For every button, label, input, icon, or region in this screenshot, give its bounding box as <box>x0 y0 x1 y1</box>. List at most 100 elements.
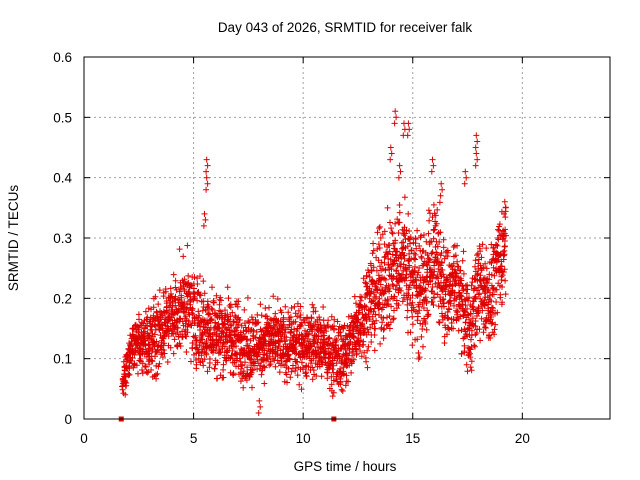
data-point <box>232 312 238 319</box>
data-point <box>380 315 387 322</box>
data-point <box>341 322 348 329</box>
data-point <box>468 367 475 374</box>
data-point <box>502 243 508 250</box>
data-point <box>204 162 211 169</box>
data-point <box>256 397 263 404</box>
data-point <box>178 294 185 301</box>
data-point <box>122 391 129 398</box>
data-point <box>481 290 488 297</box>
data-point <box>416 243 423 249</box>
data-point <box>389 230 396 237</box>
data-point <box>396 162 403 169</box>
data-point <box>160 347 167 353</box>
data-point <box>356 309 363 316</box>
data-point <box>266 304 272 311</box>
data-point <box>474 252 480 259</box>
data-point <box>267 316 274 323</box>
data-point <box>403 227 410 234</box>
data-point <box>458 327 465 334</box>
data-point <box>379 319 386 326</box>
data-point <box>336 329 343 336</box>
data-point <box>331 316 338 323</box>
data-point <box>323 328 330 335</box>
y-axis-label: SRMTID / TECUs <box>6 185 21 292</box>
data-point <box>249 367 256 374</box>
data-point <box>428 168 435 175</box>
data-point <box>501 198 508 205</box>
data-point <box>438 259 445 266</box>
data-point <box>389 251 396 258</box>
data-point <box>437 192 444 199</box>
data-point <box>434 256 441 262</box>
data-point <box>153 338 160 345</box>
data-point <box>436 239 443 245</box>
data-point <box>459 257 466 264</box>
data-point <box>466 294 472 301</box>
data-point <box>288 368 295 375</box>
data-point <box>389 229 395 236</box>
data-point <box>415 269 422 276</box>
data-point <box>458 277 465 284</box>
data-point <box>220 361 227 368</box>
data-point <box>422 294 429 301</box>
data-points <box>118 108 509 422</box>
data-point <box>255 319 262 326</box>
data-point <box>381 259 388 266</box>
data-point <box>388 303 395 310</box>
data-point <box>218 297 224 304</box>
data-point <box>454 258 461 265</box>
data-point <box>468 336 474 343</box>
data-point <box>161 350 168 357</box>
data-point <box>267 361 274 368</box>
data-point <box>390 315 397 322</box>
data-point <box>142 363 148 370</box>
data-point <box>434 243 441 250</box>
data-point <box>493 286 500 293</box>
data-point <box>398 239 405 246</box>
data-point <box>376 295 383 302</box>
data-point <box>395 255 402 262</box>
data-point <box>199 332 206 338</box>
data-point <box>391 293 398 300</box>
data-point <box>328 313 335 320</box>
data-point <box>430 162 437 169</box>
data-point <box>381 228 388 235</box>
chart-title: Day 043 of 2026, SRMTID for receiver fal… <box>218 20 473 35</box>
data-point <box>165 309 171 316</box>
data-point <box>136 351 143 358</box>
data-point <box>373 293 380 300</box>
x-tick-label: 15 <box>405 431 420 446</box>
data-point <box>488 260 495 266</box>
data-point <box>464 305 471 312</box>
data-point <box>330 389 337 396</box>
data-point <box>193 337 200 344</box>
data-point <box>280 316 287 323</box>
data-point <box>406 228 413 234</box>
data-point <box>155 363 162 370</box>
data-point <box>423 298 430 305</box>
data-point <box>191 274 198 281</box>
data-point <box>310 323 316 330</box>
data-point <box>372 311 379 318</box>
data-point <box>348 369 355 376</box>
data-point <box>406 262 413 269</box>
data-point <box>182 320 189 327</box>
data-point <box>181 276 188 283</box>
data-point <box>390 316 396 323</box>
data-point <box>203 339 210 346</box>
data-point <box>227 304 234 311</box>
data-point <box>471 342 478 349</box>
data-point <box>270 293 277 300</box>
data-point <box>285 309 292 316</box>
data-point <box>194 281 201 287</box>
data-point <box>368 339 375 345</box>
data-point <box>411 255 417 262</box>
data-point <box>333 360 340 367</box>
data-point <box>369 250 376 257</box>
data-point <box>429 214 436 221</box>
data-point <box>407 329 414 336</box>
data-point <box>370 247 377 254</box>
data-point <box>312 308 319 315</box>
data-point <box>499 272 506 279</box>
data-point <box>148 367 155 373</box>
